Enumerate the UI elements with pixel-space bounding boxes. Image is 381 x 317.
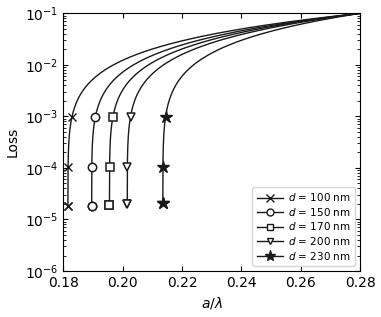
X-axis label: $a/\lambda$: $a/\lambda$ bbox=[201, 295, 223, 311]
Y-axis label: Loss: Loss bbox=[6, 127, 19, 157]
Legend: $d$ = 100 nm, $d$ = 150 nm, $d$ = 170 nm, $d$ = 200 nm, $d$ = 230 nm: $d$ = 100 nm, $d$ = 150 nm, $d$ = 170 nm… bbox=[253, 187, 355, 266]
